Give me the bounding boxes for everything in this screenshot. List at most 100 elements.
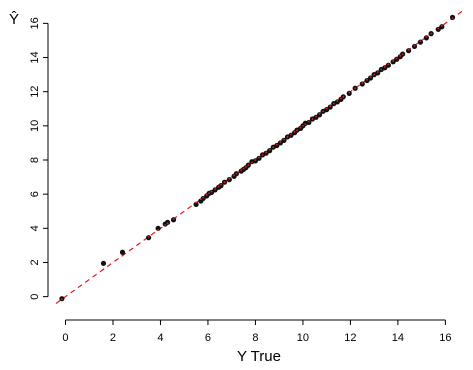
point-line-overlap: [286, 136, 289, 138]
data-points: [59, 14, 456, 302]
point-line-overlap: [401, 53, 404, 56]
point-line-overlap: [311, 118, 314, 120]
point-line-overlap: [361, 82, 364, 85]
point-line-overlap: [296, 129, 298, 132]
point-line-overlap: [336, 100, 339, 102]
point-line-overlap: [102, 268, 105, 271]
point-line-overlap: [210, 190, 213, 193]
y-tick-label: 16: [29, 17, 41, 29]
point-line-overlap: [425, 36, 428, 38]
point-line-overlap: [250, 161, 253, 164]
point-line-overlap: [407, 48, 410, 51]
point-line-overlap: [172, 218, 175, 220]
point-line-overlap: [199, 198, 202, 201]
point-line-overlap: [261, 153, 264, 156]
point-line-overlap: [242, 167, 245, 170]
point-line-overlap: [369, 76, 372, 79]
point-line-overlap: [166, 222, 169, 225]
point-line-overlap: [205, 194, 208, 196]
point-line-overlap: [366, 78, 368, 81]
point-line-overlap: [157, 229, 159, 231]
y-tick-label: 8: [29, 157, 41, 163]
point-line-overlap: [318, 112, 321, 115]
point-line-overlap: [268, 148, 271, 151]
x-tick-label: 4: [157, 332, 163, 344]
x-tick-label: 14: [392, 332, 404, 344]
point-line-overlap: [399, 54, 402, 57]
point-line-overlap: [325, 107, 328, 110]
point-line-overlap: [217, 185, 220, 188]
y-axis-label: Ŷ: [9, 11, 19, 28]
point-line-overlap: [275, 143, 278, 146]
x-tick-label: 8: [252, 332, 258, 344]
point-line-overlap: [61, 298, 63, 301]
point-line-overlap: [147, 235, 150, 238]
point-line-overlap: [373, 73, 376, 76]
x-tick-label: 16: [439, 332, 451, 344]
point-line-overlap: [437, 27, 440, 30]
point-line-overlap: [322, 110, 325, 113]
y-tick-label: 0: [29, 294, 41, 300]
y-tick-label: 12: [29, 86, 41, 98]
point-line-overlap: [299, 126, 302, 129]
x-tick-label: 6: [205, 332, 211, 344]
x-tick-label: 12: [344, 332, 356, 344]
point-line-overlap: [354, 87, 357, 90]
point-line-overlap: [376, 71, 379, 73]
y-tick-label: 6: [29, 191, 41, 197]
y-tick-label: 10: [29, 120, 41, 132]
point-line-overlap: [307, 120, 310, 123]
point-line-overlap: [451, 17, 454, 20]
point-line-overlap: [245, 165, 247, 168]
point-line-overlap: [220, 183, 222, 186]
point-line-overlap: [272, 146, 275, 149]
x-tick-label: 10: [297, 332, 309, 344]
point-line-overlap: [202, 196, 205, 199]
point-line-overlap: [348, 91, 351, 94]
point-line-overlap: [302, 124, 304, 127]
point-line-overlap: [240, 169, 243, 172]
point-line-overlap: [290, 133, 292, 136]
point-line-overlap: [228, 177, 231, 180]
point-line-overlap: [342, 95, 345, 98]
y-tick-label: 2: [29, 259, 41, 265]
point-line-overlap: [419, 40, 422, 43]
point-line-overlap: [380, 68, 383, 71]
point-line-overlap: [332, 102, 335, 105]
data-point: [119, 249, 126, 255]
point-line-overlap: [340, 97, 342, 100]
x-tick-label: 2: [110, 332, 116, 344]
point-line-overlap: [223, 181, 226, 184]
point-line-overlap: [247, 164, 250, 167]
point-line-overlap: [121, 254, 124, 257]
y-tick-label: 4: [29, 225, 41, 231]
point-line-overlap: [304, 123, 307, 126]
point-line-overlap: [258, 156, 260, 159]
point-line-overlap: [329, 105, 332, 108]
point-line-overlap: [164, 223, 167, 226]
point-line-overlap: [395, 57, 398, 60]
point-line-overlap: [383, 66, 386, 68]
y-axis: 0 2 4 6 8 10 12 14 16: [29, 17, 49, 300]
x-tick-label: 0: [62, 332, 68, 344]
point-line-overlap: [413, 44, 416, 47]
data-point: [100, 260, 107, 266]
point-line-overlap: [195, 201, 197, 204]
point-line-overlap: [387, 63, 390, 66]
point-line-overlap: [315, 115, 317, 118]
x-axis: 0 2 4 6 8 10 12 14 16: [62, 319, 452, 344]
data-point: [155, 225, 161, 231]
point-line-overlap: [392, 60, 395, 62]
data-point: [193, 201, 199, 208]
point-line-overlap: [254, 159, 257, 161]
point-line-overlap: [283, 138, 285, 141]
point-line-overlap: [214, 188, 216, 190]
point-line-overlap: [293, 130, 296, 133]
point-line-overlap: [233, 174, 235, 177]
point-line-overlap: [440, 25, 443, 27]
x-axis-label: Y True: [237, 348, 281, 365]
point-line-overlap: [265, 151, 268, 154]
point-line-overlap: [235, 172, 238, 175]
y-tick-label: 14: [29, 51, 41, 63]
